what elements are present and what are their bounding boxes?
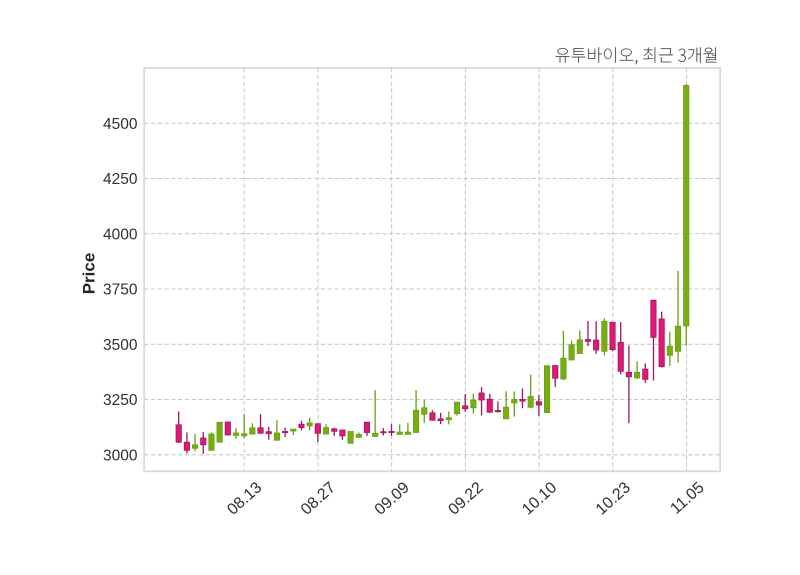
svg-text:4500: 4500 [103,116,138,133]
svg-text:3500: 3500 [103,337,138,354]
svg-text:3250: 3250 [103,392,138,409]
svg-text:Price: Price [80,253,99,295]
svg-text:4250: 4250 [103,171,138,188]
svg-text:3000: 3000 [103,447,138,464]
svg-text:3750: 3750 [103,282,138,299]
svg-text:4000: 4000 [103,226,138,243]
